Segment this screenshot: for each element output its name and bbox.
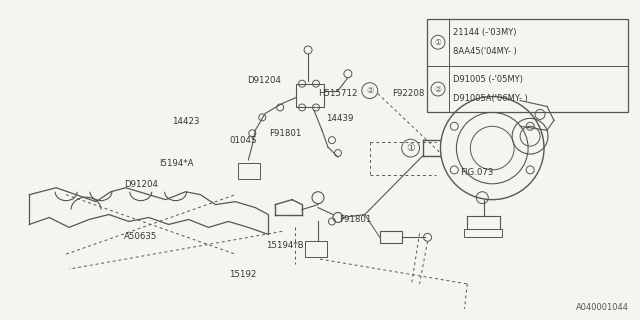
Text: 15194*B: 15194*B: [266, 241, 303, 250]
Text: F91801: F91801: [339, 215, 371, 224]
Text: ②: ②: [435, 84, 442, 93]
Text: 8AA45('04MY- ): 8AA45('04MY- ): [453, 47, 516, 56]
Text: A50635: A50635: [124, 232, 157, 241]
Bar: [380, 231, 402, 243]
Bar: [465, 229, 502, 237]
Text: D91204: D91204: [246, 76, 281, 84]
Text: 14423: 14423: [172, 117, 200, 126]
Text: ①: ①: [435, 38, 442, 47]
Text: 21144 (-'03MY): 21144 (-'03MY): [453, 28, 516, 37]
Text: D91005A('06MY- ): D91005A('06MY- ): [453, 94, 528, 103]
Text: 15192: 15192: [230, 270, 257, 279]
Text: FIG.073: FIG.073: [460, 168, 493, 177]
Text: F92208: F92208: [392, 89, 424, 98]
Text: D91005 (-'05MY): D91005 (-'05MY): [453, 75, 523, 84]
Bar: [305, 241, 327, 257]
Bar: [296, 84, 324, 108]
Text: H515712: H515712: [318, 89, 358, 98]
Text: F91801: F91801: [269, 130, 301, 139]
Text: 0104S: 0104S: [230, 136, 257, 146]
Text: 14439: 14439: [326, 114, 354, 123]
Text: ②: ②: [366, 86, 374, 95]
Text: D91204: D91204: [124, 180, 157, 189]
Bar: [427, 19, 628, 112]
Text: I5194*A: I5194*A: [159, 159, 194, 168]
Bar: [238, 163, 260, 179]
Text: ①: ①: [406, 143, 415, 153]
Text: A040001044: A040001044: [575, 303, 628, 312]
